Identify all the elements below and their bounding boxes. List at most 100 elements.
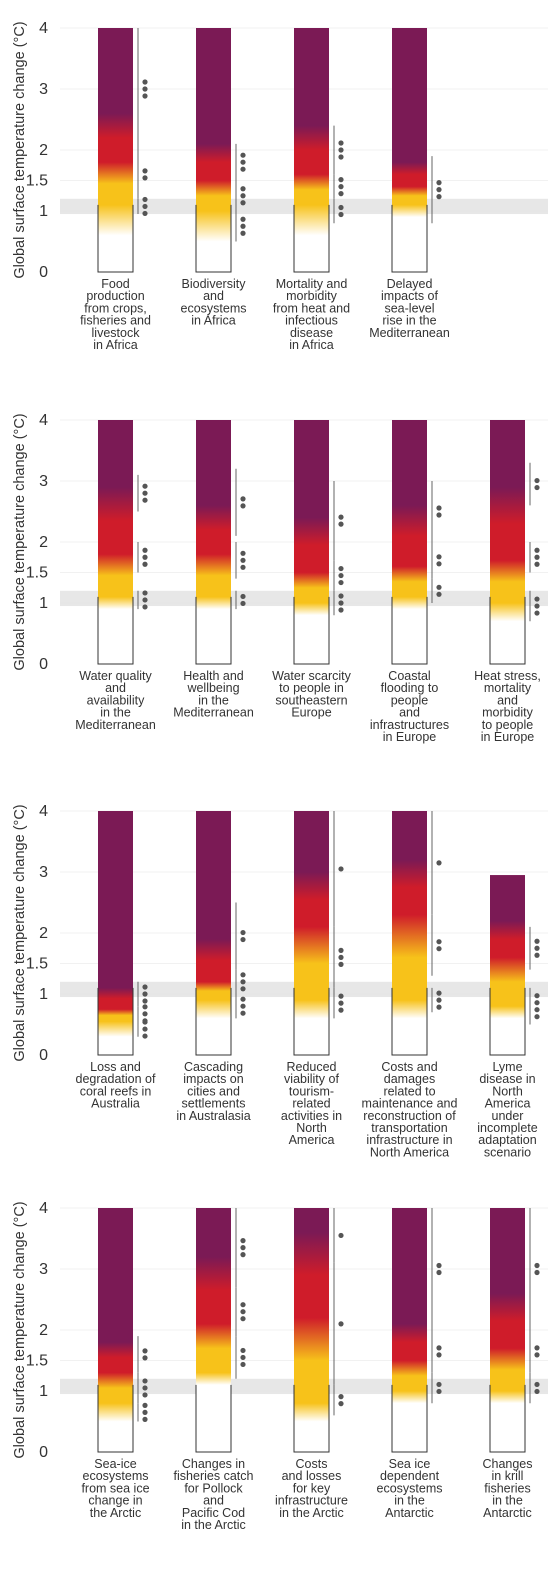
risk-bar <box>490 875 525 1055</box>
confidence-dot <box>142 597 148 603</box>
confidence-dot <box>142 490 148 496</box>
confidence-dot <box>142 1018 148 1024</box>
confidence-dot <box>142 1348 148 1354</box>
confidence-dot <box>240 166 246 172</box>
confidence-dot <box>338 607 344 613</box>
confidence-dot <box>240 550 246 556</box>
confidence-dot <box>240 1252 246 1258</box>
confidence-dot <box>142 998 148 1004</box>
confidence-dot <box>338 1394 344 1400</box>
risk-bar <box>392 811 427 1055</box>
confidence-dot <box>142 93 148 99</box>
confidence-dot <box>534 477 540 484</box>
risk-bar <box>490 420 525 664</box>
bar-outline <box>391 596 428 665</box>
y-tick-label: 0 <box>39 1047 48 1064</box>
confidence-dot <box>240 152 246 158</box>
category-label: Coastal flooding to people and infrastructur… <box>370 669 449 744</box>
bar-outline <box>97 987 134 1056</box>
bar-group: Sea ice dependent ecosystems in the Antarcti… <box>377 1208 443 1520</box>
confidence-dot <box>240 1316 246 1322</box>
risk-bar <box>196 28 231 272</box>
bar-group: Loss and degradation of coral reefs in Aust… <box>76 811 156 1111</box>
confidence-dot <box>534 1262 540 1269</box>
confidence-dot <box>534 993 540 999</box>
confidence-dot <box>436 591 442 597</box>
bar-group: Water scarcity to people in southeastern Eu… <box>272 420 352 720</box>
bar-group: Delayed impacts of sea-level rise in the Med… <box>369 28 450 340</box>
confidence-dot <box>534 1014 540 1020</box>
y-tick-label: 4 <box>39 20 48 37</box>
y-tick-label: 0 <box>39 656 48 673</box>
confidence-dot <box>338 514 344 520</box>
confidence-dot <box>338 593 344 599</box>
confidence-dot <box>142 984 148 990</box>
confidence-dot <box>240 972 246 978</box>
bar-group: Water quality and availability in the Medite… <box>75 420 156 732</box>
confidence-dot <box>142 991 148 997</box>
confidence-dot <box>436 1345 442 1351</box>
confidence-dot <box>142 86 148 92</box>
risk-bar <box>294 811 329 1055</box>
confidence-dot <box>436 1269 442 1276</box>
bar-outline <box>293 987 330 1056</box>
confidence-dot <box>436 1352 442 1358</box>
chart-panel-1: 0 1 1.5 2 3 4 Global surface temperature chang… <box>12 20 548 352</box>
confidence-dot <box>338 211 344 218</box>
confidence-dot <box>142 554 148 560</box>
bar-group: Cascading impacts on cities and settlements… <box>176 811 251 1123</box>
bar-outline <box>489 1384 526 1453</box>
confidence-dot <box>436 180 442 186</box>
bar-outline <box>195 1384 232 1453</box>
category-label: Costs and damages related to maintenance an… <box>362 1060 458 1159</box>
confidence-dot <box>534 938 540 944</box>
risk-bar <box>196 1208 231 1452</box>
risk-bar <box>98 811 133 1055</box>
confidence-dot <box>142 79 148 85</box>
confidence-dot <box>142 497 148 503</box>
risk-bar <box>392 1208 427 1452</box>
confidence-dot <box>142 210 148 217</box>
y-tick-label: 1 <box>39 203 48 220</box>
bar-group: Mortality and morbidity from heat and infec… <box>273 28 350 352</box>
confidence-dot <box>142 590 148 596</box>
confidence-dot <box>338 521 344 527</box>
confidence-dot <box>240 503 246 509</box>
confidence-dot <box>436 990 442 996</box>
risk-bar <box>294 420 329 664</box>
confidence-dot <box>240 1354 246 1361</box>
category-label: Delayed impacts of sea-level rise in the Med… <box>369 277 450 340</box>
confidence-dot <box>240 230 246 236</box>
confidence-dot <box>338 147 344 153</box>
category-label: Water quality and availability in the Medite… <box>75 669 156 732</box>
bar-group: Health and wellbeing in the Mediterranean <box>173 420 254 720</box>
confidence-dot <box>142 1402 148 1408</box>
category-label: Sea-ice ecosystems from sea ice change in th… <box>81 1457 149 1520</box>
confidence-dot <box>338 565 344 572</box>
bar-group: Heat stress, mortality and morbidity to peop… <box>474 420 541 744</box>
chart-panel-3: 0 1 1.5 2 3 4 Global surface temperature chang… <box>12 803 548 1159</box>
confidence-dot <box>534 1381 540 1388</box>
confidence-dot <box>534 952 540 958</box>
confidence-dot <box>436 512 442 518</box>
confidence-dot <box>142 1355 148 1361</box>
confidence-dot <box>436 1262 442 1269</box>
confidence-dot <box>240 593 246 600</box>
risk-bar <box>98 28 133 272</box>
confidence-dot <box>436 1381 442 1388</box>
confidence-dot <box>142 1392 148 1398</box>
bar-group: Biodiversity and ecosystems in Africa <box>181 28 247 328</box>
category-label: Heat stress, mortality and morbidity to peop… <box>474 669 541 744</box>
confidence-dot <box>142 1385 148 1391</box>
bar-outline <box>97 596 134 665</box>
confidence-dot <box>142 547 148 553</box>
confidence-dot <box>338 600 344 606</box>
bar-group: Costs and damages related to maintenance an… <box>362 811 458 1159</box>
bar-outline <box>293 596 330 665</box>
confidence-dot <box>240 1003 246 1009</box>
confidence-dot <box>240 1309 246 1315</box>
confidence-dot <box>240 193 246 199</box>
risk-bar <box>294 28 329 272</box>
confidence-dot <box>534 561 540 567</box>
bar-outline <box>97 1384 134 1453</box>
